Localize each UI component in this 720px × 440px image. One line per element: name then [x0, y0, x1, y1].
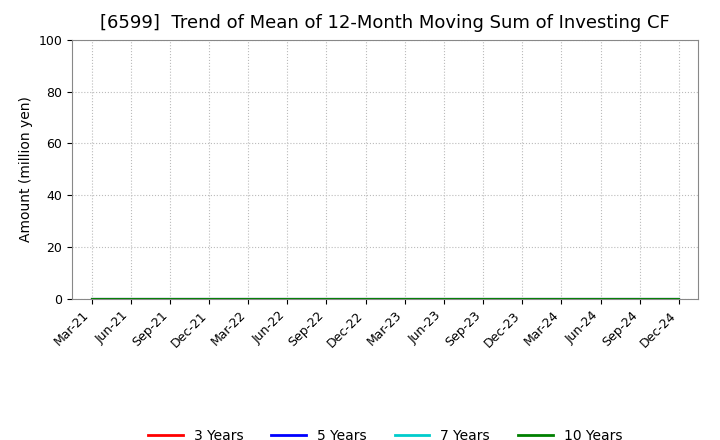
5 Years: [635, 297, 644, 302]
3 Years: [440, 297, 449, 302]
Legend: 3 Years, 5 Years, 7 Years, 10 Years: 3 Years, 5 Years, 7 Years, 10 Years: [143, 423, 628, 440]
10 Years: [204, 297, 213, 302]
5 Years: [127, 297, 135, 302]
5 Years: [557, 297, 566, 302]
10 Years: [127, 297, 135, 302]
Title: [6599]  Trend of Mean of 12-Month Moving Sum of Investing CF: [6599] Trend of Mean of 12-Month Moving …: [100, 15, 670, 33]
10 Years: [518, 297, 526, 302]
Y-axis label: Amount (million yen): Amount (million yen): [19, 96, 33, 242]
7 Years: [244, 297, 253, 302]
10 Years: [557, 297, 566, 302]
3 Years: [479, 297, 487, 302]
10 Years: [322, 297, 330, 302]
7 Years: [361, 297, 370, 302]
5 Years: [518, 297, 526, 302]
7 Years: [283, 297, 292, 302]
5 Years: [87, 297, 96, 302]
5 Years: [361, 297, 370, 302]
3 Years: [557, 297, 566, 302]
7 Years: [479, 297, 487, 302]
7 Years: [635, 297, 644, 302]
10 Years: [675, 297, 683, 302]
7 Years: [322, 297, 330, 302]
10 Years: [166, 297, 174, 302]
10 Years: [596, 297, 605, 302]
5 Years: [479, 297, 487, 302]
3 Years: [518, 297, 526, 302]
10 Years: [635, 297, 644, 302]
5 Years: [244, 297, 253, 302]
3 Years: [87, 297, 96, 302]
7 Years: [166, 297, 174, 302]
10 Years: [400, 297, 409, 302]
5 Years: [322, 297, 330, 302]
3 Years: [166, 297, 174, 302]
7 Years: [518, 297, 526, 302]
10 Years: [361, 297, 370, 302]
3 Years: [204, 297, 213, 302]
3 Years: [322, 297, 330, 302]
7 Years: [596, 297, 605, 302]
3 Years: [283, 297, 292, 302]
10 Years: [244, 297, 253, 302]
3 Years: [675, 297, 683, 302]
7 Years: [127, 297, 135, 302]
5 Years: [596, 297, 605, 302]
5 Years: [283, 297, 292, 302]
5 Years: [166, 297, 174, 302]
7 Years: [440, 297, 449, 302]
3 Years: [635, 297, 644, 302]
5 Years: [440, 297, 449, 302]
10 Years: [87, 297, 96, 302]
3 Years: [361, 297, 370, 302]
10 Years: [440, 297, 449, 302]
10 Years: [283, 297, 292, 302]
7 Years: [87, 297, 96, 302]
7 Years: [204, 297, 213, 302]
3 Years: [244, 297, 253, 302]
3 Years: [400, 297, 409, 302]
7 Years: [675, 297, 683, 302]
7 Years: [400, 297, 409, 302]
5 Years: [204, 297, 213, 302]
3 Years: [127, 297, 135, 302]
10 Years: [479, 297, 487, 302]
5 Years: [675, 297, 683, 302]
7 Years: [557, 297, 566, 302]
3 Years: [596, 297, 605, 302]
5 Years: [400, 297, 409, 302]
